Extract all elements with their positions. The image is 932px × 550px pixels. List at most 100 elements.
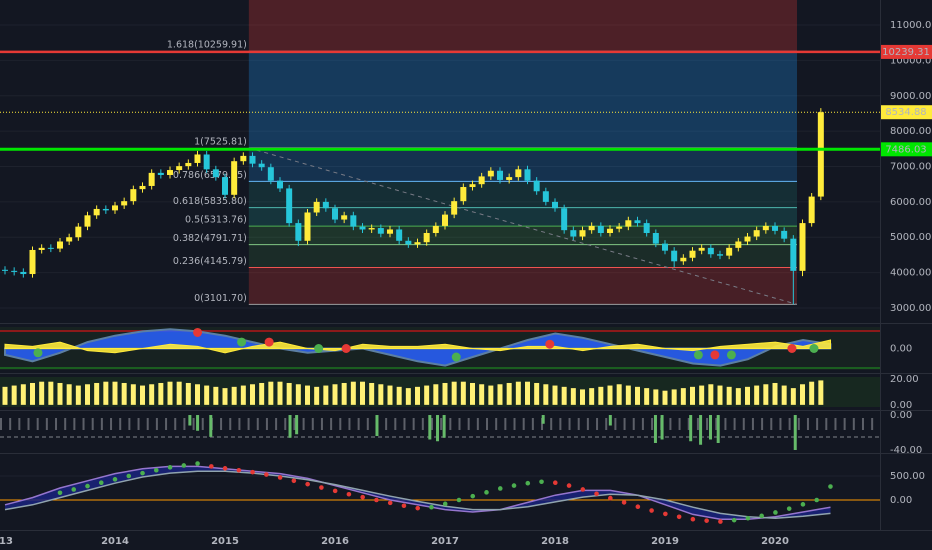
dot — [126, 473, 132, 479]
dot — [566, 483, 572, 488]
fib-label: 1(7525.81) — [194, 136, 247, 147]
dot — [415, 505, 421, 511]
histogram-bar — [396, 386, 402, 405]
histogram-bar — [460, 381, 466, 405]
bar — [608, 415, 612, 426]
candle-body — [478, 176, 485, 185]
histogram-bar — [222, 388, 228, 405]
signal-dot — [33, 348, 43, 358]
candle-body — [359, 226, 366, 230]
histogram-band — [0, 377, 880, 407]
dot — [621, 500, 627, 505]
candle-body — [286, 188, 293, 224]
y-tick-label: 8000.00 — [890, 126, 931, 137]
x-tick-label: 2016 — [321, 536, 349, 547]
dot — [346, 491, 352, 497]
histogram-bar — [433, 384, 439, 405]
dot — [387, 500, 393, 506]
dot — [718, 519, 723, 524]
histogram-bar — [378, 384, 384, 405]
bar — [188, 415, 192, 426]
fib-zone — [248, 244, 798, 268]
candle-body — [277, 180, 283, 189]
candle-body — [643, 223, 650, 234]
y-tick-label: 0.00 — [890, 400, 912, 411]
candle-body — [680, 257, 687, 262]
dot — [140, 470, 145, 476]
histogram-bar — [57, 382, 63, 405]
histogram-bar — [726, 386, 732, 405]
histogram-bar — [607, 385, 613, 405]
candle-body — [432, 225, 439, 234]
candle-body — [322, 201, 329, 209]
candle-body — [735, 241, 742, 248]
signal-dot — [314, 344, 324, 353]
candle-body — [249, 155, 256, 164]
dot — [745, 515, 751, 521]
signal-dot — [693, 350, 703, 360]
candle-body — [258, 163, 265, 168]
candle-body — [689, 250, 696, 258]
candle-body — [112, 205, 118, 211]
histogram-bar — [341, 382, 347, 405]
dot — [98, 480, 104, 486]
histogram-bar — [158, 382, 164, 405]
histogram-bar — [286, 382, 292, 405]
candle-body — [570, 230, 577, 237]
candle-body — [487, 170, 494, 177]
y-tick-label: 0.00 — [890, 410, 912, 421]
y-tick-label: 5000.00 — [890, 232, 931, 243]
dot — [731, 517, 737, 523]
dot — [497, 486, 503, 491]
candle-body — [387, 229, 393, 234]
histogram-bar — [405, 388, 411, 405]
histogram-bar — [735, 388, 741, 405]
histogram-bar — [195, 384, 200, 405]
histogram-bar — [470, 382, 475, 405]
histogram-bar — [360, 381, 365, 405]
y-tick-label: 9000.00 — [890, 91, 931, 102]
dot — [332, 488, 338, 494]
histogram-bar — [323, 385, 329, 405]
candle-body — [515, 169, 522, 178]
histogram-bar — [369, 382, 375, 405]
bar — [196, 415, 200, 431]
indicator-line — [4, 465, 831, 520]
bar — [295, 415, 299, 435]
fib-zone — [248, 226, 798, 245]
histogram-bar — [259, 382, 265, 405]
dot — [511, 483, 517, 488]
histogram-bar — [167, 381, 173, 405]
x-tick-label: 13 — [0, 536, 13, 547]
bar — [209, 415, 213, 437]
dot — [663, 511, 668, 517]
dot — [786, 506, 792, 511]
candle-body — [808, 196, 815, 224]
price-badge-label: 8534.88 — [885, 107, 926, 118]
dot — [456, 497, 462, 503]
signal-dot — [237, 337, 247, 347]
histogram-bar — [39, 381, 45, 405]
histogram-bar — [506, 382, 512, 405]
bar — [699, 415, 703, 445]
dot — [85, 483, 90, 489]
histogram-bar — [94, 382, 100, 405]
dot — [181, 463, 187, 468]
candle-body — [130, 189, 137, 202]
dot — [264, 472, 269, 477]
candle-body — [231, 161, 238, 195]
signal-dot — [710, 350, 720, 360]
fib-zone — [248, 207, 798, 227]
histogram-bar — [488, 385, 494, 405]
histogram-bar — [442, 382, 448, 405]
candle-body — [2, 269, 8, 271]
signal-dot — [193, 327, 203, 337]
candle-body — [753, 230, 760, 237]
x-tick-label: 2015 — [211, 536, 239, 547]
candle-body — [167, 170, 173, 175]
candle-body — [634, 220, 641, 224]
dot — [401, 503, 407, 509]
fib-zone — [248, 147, 798, 182]
fib-trend-line — [248, 147, 798, 305]
candle-body — [20, 271, 27, 275]
